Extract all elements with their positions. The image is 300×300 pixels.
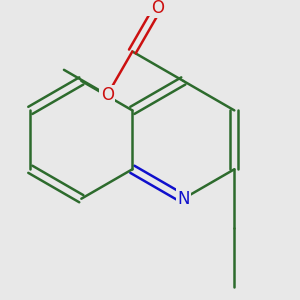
Text: O: O [101, 86, 114, 104]
Text: N: N [177, 190, 190, 208]
Text: O: O [151, 0, 164, 17]
